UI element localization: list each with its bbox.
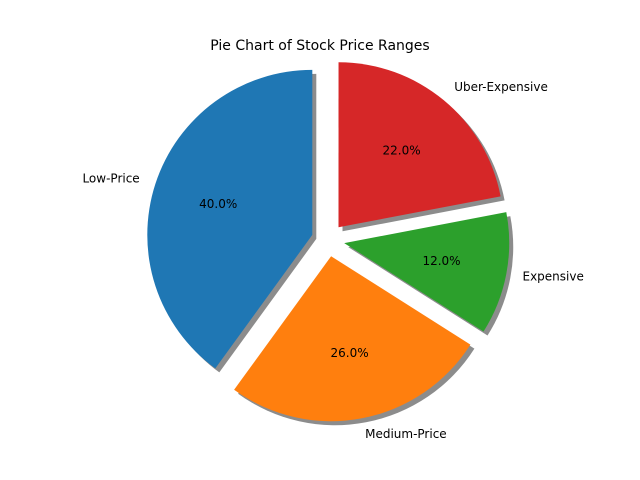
slice-percent-medium-price: 26.0% bbox=[331, 346, 369, 360]
slice-low-price bbox=[147, 69, 313, 369]
slice-label-low-price: Low-Price bbox=[82, 171, 139, 185]
slice-label-expensive: Expensive bbox=[523, 270, 584, 284]
slice-label-uber-expensive: Uber-Expensive bbox=[454, 80, 548, 94]
slice-percent-low-price: 40.0% bbox=[199, 197, 237, 211]
chart-title: Pie Chart of Stock Price Ranges bbox=[210, 38, 429, 54]
slice-medium-price bbox=[234, 256, 471, 422]
slice-expensive bbox=[344, 212, 510, 332]
slice-uber-expensive bbox=[338, 62, 501, 228]
slice-percent-uber-expensive: 22.0% bbox=[383, 144, 421, 158]
slice-percent-expensive: 12.0% bbox=[422, 254, 460, 268]
slice-percent-labels: 40.0% 26.0% 12.0% 22.0% bbox=[199, 144, 460, 361]
slice-label-medium-price: Medium-Price bbox=[365, 427, 447, 441]
pie-slices bbox=[147, 62, 510, 422]
slice-labels: Low-Price Medium-Price Expensive Uber-Expen… bbox=[82, 80, 583, 441]
